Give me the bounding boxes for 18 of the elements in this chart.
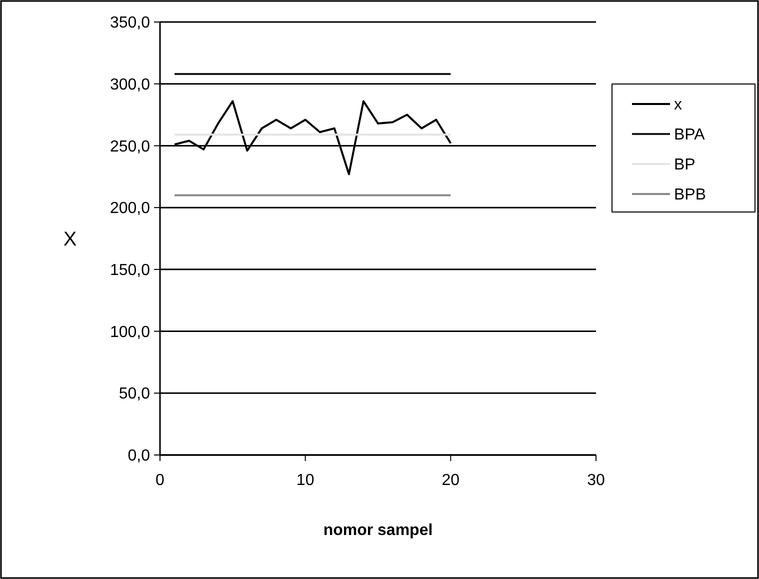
legend-label: BPB — [674, 186, 706, 204]
y-tick-label: 200,0 — [110, 200, 150, 218]
y-tick-label: 0,0 — [128, 448, 150, 465]
x-tick-label: 10 — [296, 472, 314, 489]
y-tick-label: 150,0 — [110, 262, 150, 280]
y-tick-label: 50,0 — [118, 386, 150, 403]
legend-label: x — [674, 96, 682, 114]
y-tick-label: 250,0 — [110, 138, 150, 156]
legend-label: BP — [674, 156, 696, 174]
x-tick-label: 20 — [442, 472, 460, 489]
legend-label: BPA — [674, 126, 706, 144]
x-tick-label: 30 — [587, 472, 605, 489]
y-axis-title: X — [63, 228, 77, 250]
y-tick-label: 100,0 — [110, 324, 150, 341]
y-tick-label: 350,0 — [110, 14, 150, 32]
x-axis-title: nomor sampel — [323, 522, 433, 539]
y-tick-label: 300,0 — [110, 76, 150, 94]
x-tick-label: 0 — [156, 472, 165, 489]
